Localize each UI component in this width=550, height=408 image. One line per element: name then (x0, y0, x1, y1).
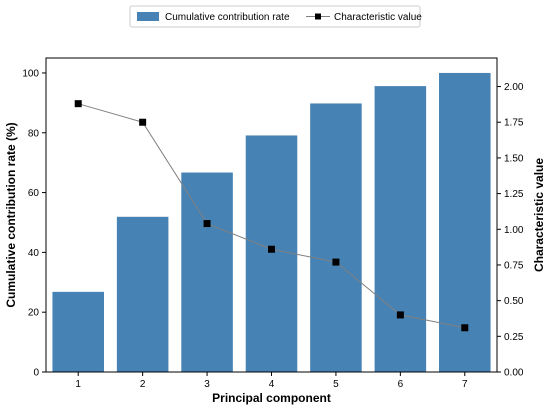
y2-tick-label-0.25: 0.25 (504, 332, 524, 343)
line-point-6 (396, 311, 404, 319)
bar-7 (439, 72, 491, 372)
marker-group (74, 100, 469, 332)
x-tick-label-7: 7 (462, 379, 468, 390)
y2-tick-label-1.25: 1.25 (504, 189, 524, 200)
y-tick-label-80: 80 (28, 128, 40, 139)
line-point-5 (332, 258, 340, 266)
bar-6 (374, 86, 427, 372)
y-tick-label-60: 60 (28, 188, 40, 199)
bar-3 (181, 172, 233, 372)
x-tick-label-6: 6 (398, 379, 404, 390)
line-point-1 (74, 100, 82, 108)
x-tick-label-2: 2 (140, 379, 146, 390)
x-tick-label-1: 1 (75, 379, 81, 390)
y2-tick-label-1.50: 1.50 (504, 153, 524, 164)
line-point-2 (139, 118, 147, 126)
line-point-4 (268, 245, 275, 253)
bar-5 (310, 103, 362, 373)
y-axis-right: 0.00 0.25 0.50 0.75 1.00 1.25 1.50 1.75 2.00 (497, 82, 524, 379)
x-axis: 1 2 3 4 5 6 7 (75, 372, 468, 390)
bar-1 (52, 291, 104, 372)
legend-label-bars: Cumulative contribution rate (165, 12, 290, 23)
line-point-3 (203, 220, 211, 228)
x-tick-label-5: 5 (333, 379, 339, 390)
bar-2 (116, 216, 169, 372)
bar-4 (245, 135, 298, 372)
x-tick-label-4: 4 (269, 379, 275, 390)
y2-tick-label-0.00: 0.00 (504, 368, 524, 379)
legend-frame (129, 5, 421, 28)
y2-tick-label-0.75: 0.75 (504, 260, 524, 271)
legend-label-line: Characteristic value (334, 12, 422, 23)
y-axis-left: 0 20 40 60 80 100 (22, 68, 46, 379)
y-tick-label-0: 0 (33, 368, 39, 379)
y-axis-title: Cumulative contribution rate (%) (4, 122, 18, 307)
y2-tick-label-1.75: 1.75 (504, 118, 524, 129)
x-axis-title: Principal component (212, 391, 331, 405)
y-tick-label-100: 100 (22, 68, 39, 79)
y2-tick-label-0.50: 0.50 (504, 296, 524, 307)
y-tick-label-40: 40 (28, 248, 40, 259)
line-point-7 (461, 324, 469, 332)
y-tick-label-20: 20 (28, 308, 40, 319)
legend-bar-swatch (137, 12, 159, 21)
y2-axis-title: Characteristic value (532, 158, 546, 272)
legend-marker-swatch (315, 13, 321, 20)
y2-tick-label-1.00: 1.00 (504, 225, 524, 236)
x-tick-label-3: 3 (204, 379, 210, 390)
legend: Cumulative contribution rate Characteris… (129, 5, 422, 28)
bar-group (52, 72, 491, 373)
y2-tick-label-2.00: 2.00 (504, 82, 524, 93)
